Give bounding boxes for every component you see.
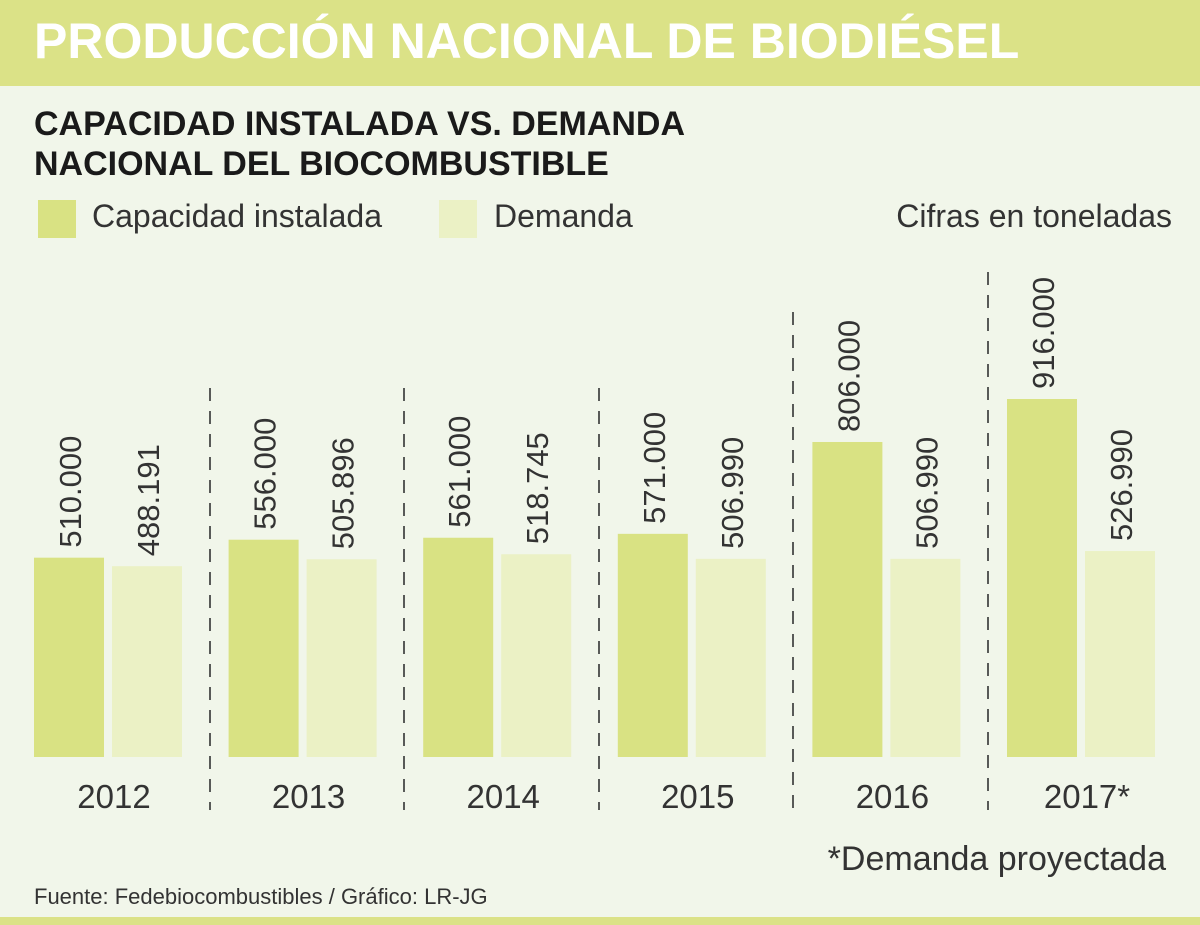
- data-label-capacity: 561.000: [442, 416, 477, 528]
- legend-label-demand: Demanda: [494, 198, 633, 234]
- page-title: PRODUCCIÓN NACIONAL DE BIODIÉSEL: [34, 13, 1020, 69]
- bar-demand-2015: [695, 558, 766, 757]
- data-label-capacity: 806.000: [831, 320, 866, 432]
- data-label-demand: 506.990: [715, 437, 750, 549]
- bar-demand-2017: [1085, 551, 1155, 757]
- bottom-rule: [0, 917, 1200, 925]
- header-bar: PRODUCCIÓN NACIONAL DE BIODIÉSEL: [0, 0, 1200, 86]
- bar-demand-2014: [501, 554, 572, 757]
- x-tick-label: 2016: [856, 778, 929, 815]
- data-label-demand: 488.191: [131, 444, 166, 556]
- x-tick-label: 2014: [466, 778, 539, 815]
- data-label-demand: 505.896: [326, 437, 361, 549]
- data-label-demand: 506.990: [909, 437, 944, 549]
- x-tick-label: 2013: [272, 778, 345, 815]
- data-label-demand: 526.990: [1104, 429, 1139, 541]
- legend-swatch-demand: [439, 200, 477, 238]
- data-label-capacity: 571.000: [637, 412, 672, 524]
- footnote: *Demanda proyectada: [827, 840, 1166, 878]
- subtitle-line-2: NACIONAL DEL BIOCOMBUSTIBLE: [34, 145, 609, 183]
- bar-demand-2016: [890, 558, 961, 757]
- legend-swatch-capacity: [38, 200, 76, 238]
- x-tick-label: 2012: [77, 778, 150, 815]
- units-note: Cifras en toneladas: [896, 198, 1172, 234]
- bar-capacity-2014: [423, 537, 494, 757]
- x-tick-label: 2015: [661, 778, 734, 815]
- bar-demand-2012: [112, 566, 182, 757]
- chart-subtitle: CAPACIDAD INSTALADA VS. DEMANDA NACIONAL…: [34, 104, 794, 184]
- bar-capacity-2017: [1007, 399, 1077, 757]
- bar-capacity-2016: [812, 441, 883, 757]
- data-label-capacity: 916.000: [1026, 277, 1061, 389]
- data-label-demand: 518.745: [520, 432, 555, 544]
- x-tick-label: 2017*: [1044, 778, 1130, 815]
- bar-capacity-2012: [34, 557, 104, 757]
- data-label-capacity: 556.000: [248, 418, 283, 530]
- data-label-capacity: 510.000: [53, 436, 88, 548]
- legend-label-capacity: Capacidad instalada: [92, 198, 382, 234]
- bar-capacity-2015: [617, 533, 688, 757]
- bar-demand-2013: [306, 559, 377, 757]
- subtitle-line-1: CAPACIDAD INSTALADA VS. DEMANDA: [34, 105, 686, 143]
- bar-capacity-2013: [228, 539, 299, 757]
- source-credit: Fuente: Fedebiocombustibles / Gráfico: L…: [34, 884, 488, 909]
